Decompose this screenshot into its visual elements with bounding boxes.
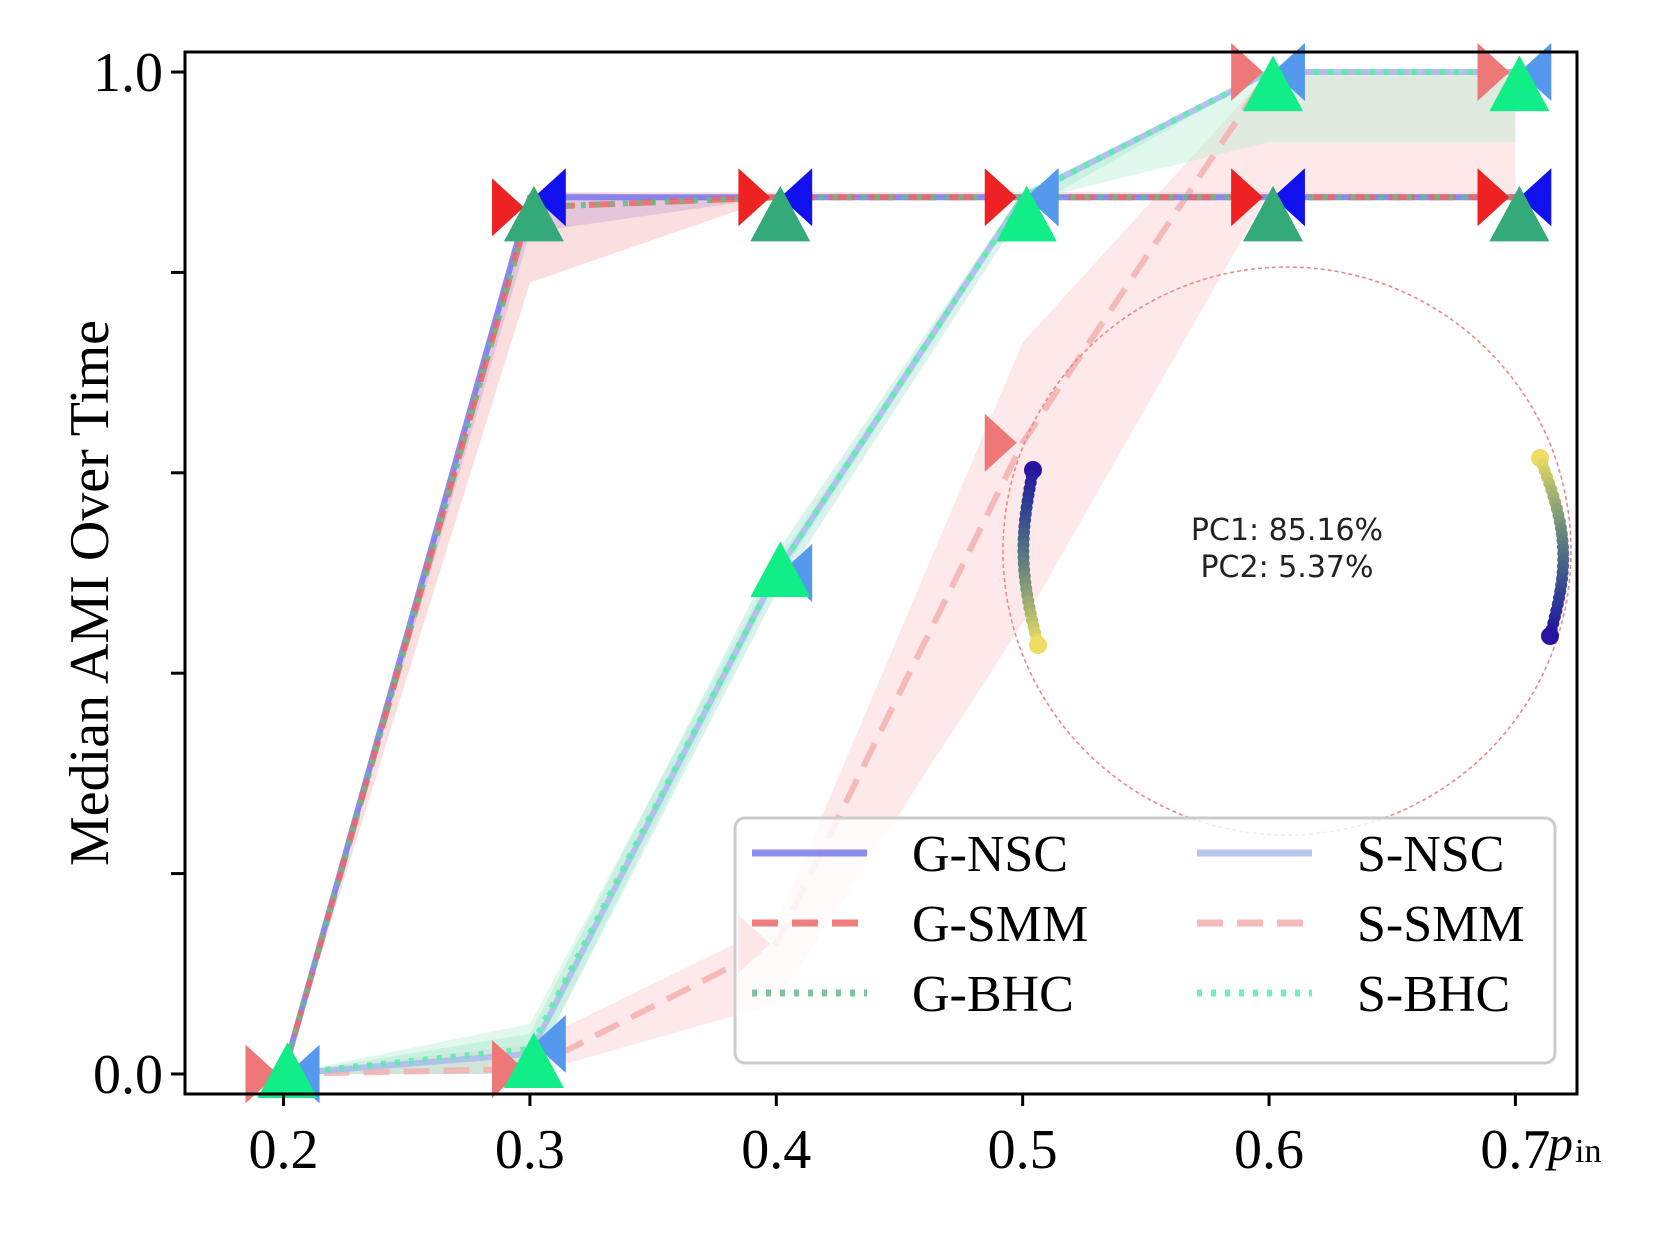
marker-g-bhc xyxy=(1243,185,1304,242)
x-tick-label: 0.5 xyxy=(988,1119,1058,1181)
y-axis-label: Median AMI Over Time xyxy=(59,320,121,866)
marker-s-bhc xyxy=(996,185,1057,242)
y-tick-label: 0.0 xyxy=(93,1044,163,1106)
marker-s-smm xyxy=(245,1044,278,1103)
marker-g-nsc xyxy=(533,168,566,227)
inset-annotation-pc1: PC1: 85.16% xyxy=(1191,513,1383,548)
marker-s-nsc xyxy=(1273,43,1305,102)
marker-g-smm xyxy=(984,168,1017,227)
legend-label-g-bhc: G-BHC xyxy=(912,966,1074,1023)
inset-annotation-pc2: PC2: 5.37% xyxy=(1200,550,1373,585)
plot-frame xyxy=(183,50,1579,1096)
marker-g-bhc xyxy=(750,185,811,242)
series-lines xyxy=(280,69,1516,1077)
legend-label-s-smm: S-SMM xyxy=(1357,896,1525,953)
marker-g-smm xyxy=(492,178,524,237)
marker-s-bhc xyxy=(750,541,811,597)
x-tick-label: 0.4 xyxy=(741,1119,811,1181)
legend-label-s-bhc: S-BHC xyxy=(1357,966,1510,1023)
marker-s-bhc xyxy=(1489,55,1550,112)
legend-label-s-nsc: S-NSC xyxy=(1357,826,1504,883)
marker-s-smm xyxy=(1477,43,1510,102)
x-tick-label: 0.7 xyxy=(1480,1119,1550,1181)
y-tick-label: 1.0 xyxy=(93,42,163,104)
marker-g-bhc xyxy=(503,185,564,242)
marker-g-smm xyxy=(738,168,771,227)
marker-s-bhc xyxy=(257,1042,318,1098)
marker-g-smm xyxy=(1477,168,1510,227)
marker-s-smm xyxy=(492,1039,524,1098)
band-s-smm xyxy=(283,72,1516,1074)
marker-g-nsc xyxy=(1519,168,1552,227)
x-axis-label-subscript: in xyxy=(1575,1133,1601,1170)
x-axis-label: p xyxy=(1545,1115,1573,1171)
marker-s-smm xyxy=(984,413,1017,472)
marker-s-smm xyxy=(1231,43,1264,102)
marker-g-nsc xyxy=(1273,168,1305,227)
legend-label-g-nsc: G-NSC xyxy=(912,826,1068,883)
x-axis: 0.2 0.3 0.4 0.5 0.6 0.7 xyxy=(249,1094,1550,1181)
inset-point-left xyxy=(1029,636,1047,654)
legend-box xyxy=(733,816,1557,1065)
inset-trajectories xyxy=(1017,449,1570,654)
pca-inset: PC1: 85.16% PC2: 5.37% xyxy=(1002,266,1572,836)
legend: G-NSC G-SMM G-BHC S-NSC S-SMM S-BHC xyxy=(733,816,1557,1065)
marker-g-nsc xyxy=(780,168,813,227)
x-tick-label: 0.2 xyxy=(249,1119,319,1181)
y-axis: 0.0 1.0 xyxy=(93,42,185,1106)
marker-g-bhc xyxy=(1489,185,1550,242)
inset-circle xyxy=(1002,266,1572,836)
marker-s-bhc xyxy=(503,1032,564,1088)
line-s-bhc xyxy=(283,69,1516,1077)
marker-s-nsc xyxy=(1519,43,1552,102)
line-g-bhc xyxy=(280,194,1516,1075)
marker-s-nsc xyxy=(533,1014,566,1073)
confidence-bands xyxy=(283,72,1516,1074)
x-tick-label: 0.3 xyxy=(495,1119,565,1181)
legend-label-g-smm: G-SMM xyxy=(912,896,1088,953)
marker-g-smm xyxy=(1231,168,1264,227)
marker-s-bhc xyxy=(1243,55,1304,112)
series-markers xyxy=(245,43,1552,1103)
marker-s-nsc xyxy=(1026,168,1059,227)
inset-point-right xyxy=(1541,627,1559,645)
x-tick-label: 0.6 xyxy=(1234,1119,1304,1181)
